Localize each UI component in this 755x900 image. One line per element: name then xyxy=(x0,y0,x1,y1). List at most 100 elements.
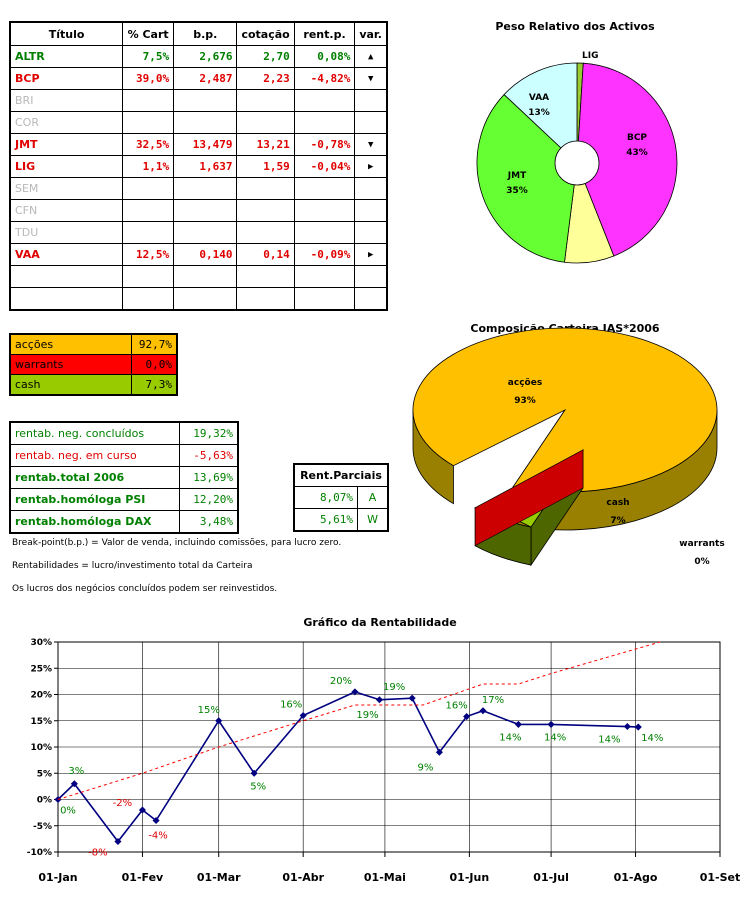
line-chart-rentabilidade: Gráfico da Rentabilidade 30% 25% 20% 15% 10% 5… xyxy=(27,616,741,884)
x-tick-label: 01-Ago xyxy=(614,871,658,884)
data-point xyxy=(152,816,160,825)
y-tick-label: 25% xyxy=(30,664,52,674)
stock-break-point xyxy=(173,221,238,244)
rent-value: -5,63% xyxy=(179,444,239,467)
y-tick-label: 10% xyxy=(30,743,52,753)
data-label: 19% xyxy=(383,682,405,693)
stock-symbol: BCP xyxy=(9,67,124,90)
data-label: 3% xyxy=(68,766,84,777)
x-tick-label: 01-Mai xyxy=(364,871,406,884)
stock-symbol xyxy=(9,287,124,311)
data-label: -2% xyxy=(113,798,132,809)
data-point xyxy=(547,720,555,728)
stock-rent: 0,08% xyxy=(293,45,356,68)
data-label: 14% xyxy=(544,732,566,743)
stock-cart-pct xyxy=(122,89,175,112)
stock-cotacao: 0,14 xyxy=(236,243,295,266)
stock-row: CFN xyxy=(9,199,388,222)
stock-cotacao xyxy=(236,111,295,134)
x-tick-label: 01-Abr xyxy=(282,871,324,884)
stocks-table: Título % Cart b.p. cotação rent.p. var. … xyxy=(9,21,388,311)
pie-slice-pct: 13% xyxy=(528,108,550,118)
pie-slice xyxy=(412,327,718,493)
y-tick-label: 0% xyxy=(37,796,52,806)
composition-label: cash xyxy=(9,374,132,396)
stock-cart-pct xyxy=(122,265,175,288)
stock-symbol: CFN xyxy=(9,199,124,222)
y-tick-label: -10% xyxy=(27,848,52,858)
stock-row: BRI xyxy=(9,89,388,112)
stock-break-point xyxy=(173,89,238,112)
x-tick-label: 01-Jan xyxy=(38,871,77,884)
data-label: 14% xyxy=(598,735,620,746)
data-label: 19% xyxy=(356,710,378,721)
composition-value: 92,7% xyxy=(131,333,178,355)
stock-var-arrow xyxy=(354,221,388,244)
pie-slice-pct: 7% xyxy=(610,516,625,526)
col-header-cart: % Cart xyxy=(122,21,175,46)
stock-rent xyxy=(293,221,356,244)
stock-symbol: BRI xyxy=(9,89,124,112)
composition-row: warrants 0,0% xyxy=(9,354,178,375)
stock-break-point xyxy=(173,287,238,311)
rent-parcial-letter: W xyxy=(357,508,389,532)
stock-break-point: 2,676 xyxy=(173,45,238,68)
stock-cart-pct xyxy=(122,177,175,200)
stock-var-arrow: ▼ xyxy=(354,67,388,90)
stock-var-arrow: ▼ xyxy=(354,133,388,156)
note-rentabilidades: Rentabilidades = lucro/investimento tota… xyxy=(12,561,253,571)
composition-row: cash 7,3% xyxy=(9,374,178,396)
stock-cart-pct xyxy=(122,287,175,311)
stock-row: ALTR 7,5% 2,676 2,70 0,08% ▲ xyxy=(9,45,388,68)
pie-slice-label: VAA xyxy=(529,93,549,103)
stock-var-arrow xyxy=(354,177,388,200)
stock-var-arrow xyxy=(354,287,388,311)
col-header-bp: b.p. xyxy=(173,21,238,46)
stock-symbol: LIG xyxy=(9,155,124,178)
stock-row: BCP 39,0% 2,487 2,23 -4,82% ▼ xyxy=(9,67,388,90)
stock-rent xyxy=(293,111,356,134)
pie-slice-pct: 0% xyxy=(694,557,709,567)
stock-break-point: 1,637 xyxy=(173,155,238,178)
stock-cotacao: 2,70 xyxy=(236,45,295,68)
stock-cotacao: 2,23 xyxy=(236,67,295,90)
data-label: 5% xyxy=(250,781,266,792)
stock-rent xyxy=(293,265,356,288)
rent-row: rentab.total 2006 13,69% xyxy=(9,466,239,489)
stock-rent xyxy=(293,199,356,222)
data-point xyxy=(351,688,359,696)
data-label: 9% xyxy=(417,762,433,773)
stock-cart-pct: 1,1% xyxy=(122,155,175,178)
pie-peso-relativo: Peso Relativo dos ActivosLIG1%BCP43%JMT3… xyxy=(476,20,678,264)
pie-slice xyxy=(476,93,578,263)
y-tick-label: 5% xyxy=(37,769,52,779)
x-tick-label: 01-Set xyxy=(700,871,741,884)
data-point xyxy=(138,806,146,814)
stock-cart-pct: 32,5% xyxy=(122,133,175,156)
pie-slice xyxy=(576,62,678,257)
stock-cart-pct: 39,0% xyxy=(122,67,175,90)
stock-row: JMT 32,5% 13,479 13,21 -0,78% ▼ xyxy=(9,133,388,156)
stock-var-arrow: ▶ xyxy=(354,155,388,178)
col-header-rent: rent.p. xyxy=(293,21,356,46)
chart-title: Peso Relativo dos Activos xyxy=(495,20,655,33)
stock-rent xyxy=(293,287,356,311)
x-tick-label: 01-Mar xyxy=(197,871,241,884)
stock-var-arrow xyxy=(354,89,388,112)
rent-value: 13,69% xyxy=(179,466,239,489)
data-point xyxy=(634,723,642,731)
rent-parciais-header: Rent.Parciais xyxy=(293,463,389,487)
stock-row: SEM xyxy=(9,177,388,200)
stock-cart-pct: 12,5% xyxy=(122,243,175,266)
data-point xyxy=(215,717,223,725)
y-tick-label: 30% xyxy=(30,638,52,648)
stock-cotacao xyxy=(236,177,295,200)
stock-rent: -4,82% xyxy=(293,67,356,90)
stock-rent xyxy=(293,177,356,200)
stock-var-arrow xyxy=(354,265,388,288)
data-label: 14% xyxy=(641,733,663,744)
y-tick-label: 15% xyxy=(30,717,52,727)
composition-label: acções xyxy=(9,333,132,355)
stock-break-point: 2,487 xyxy=(173,67,238,90)
data-point xyxy=(435,748,443,756)
